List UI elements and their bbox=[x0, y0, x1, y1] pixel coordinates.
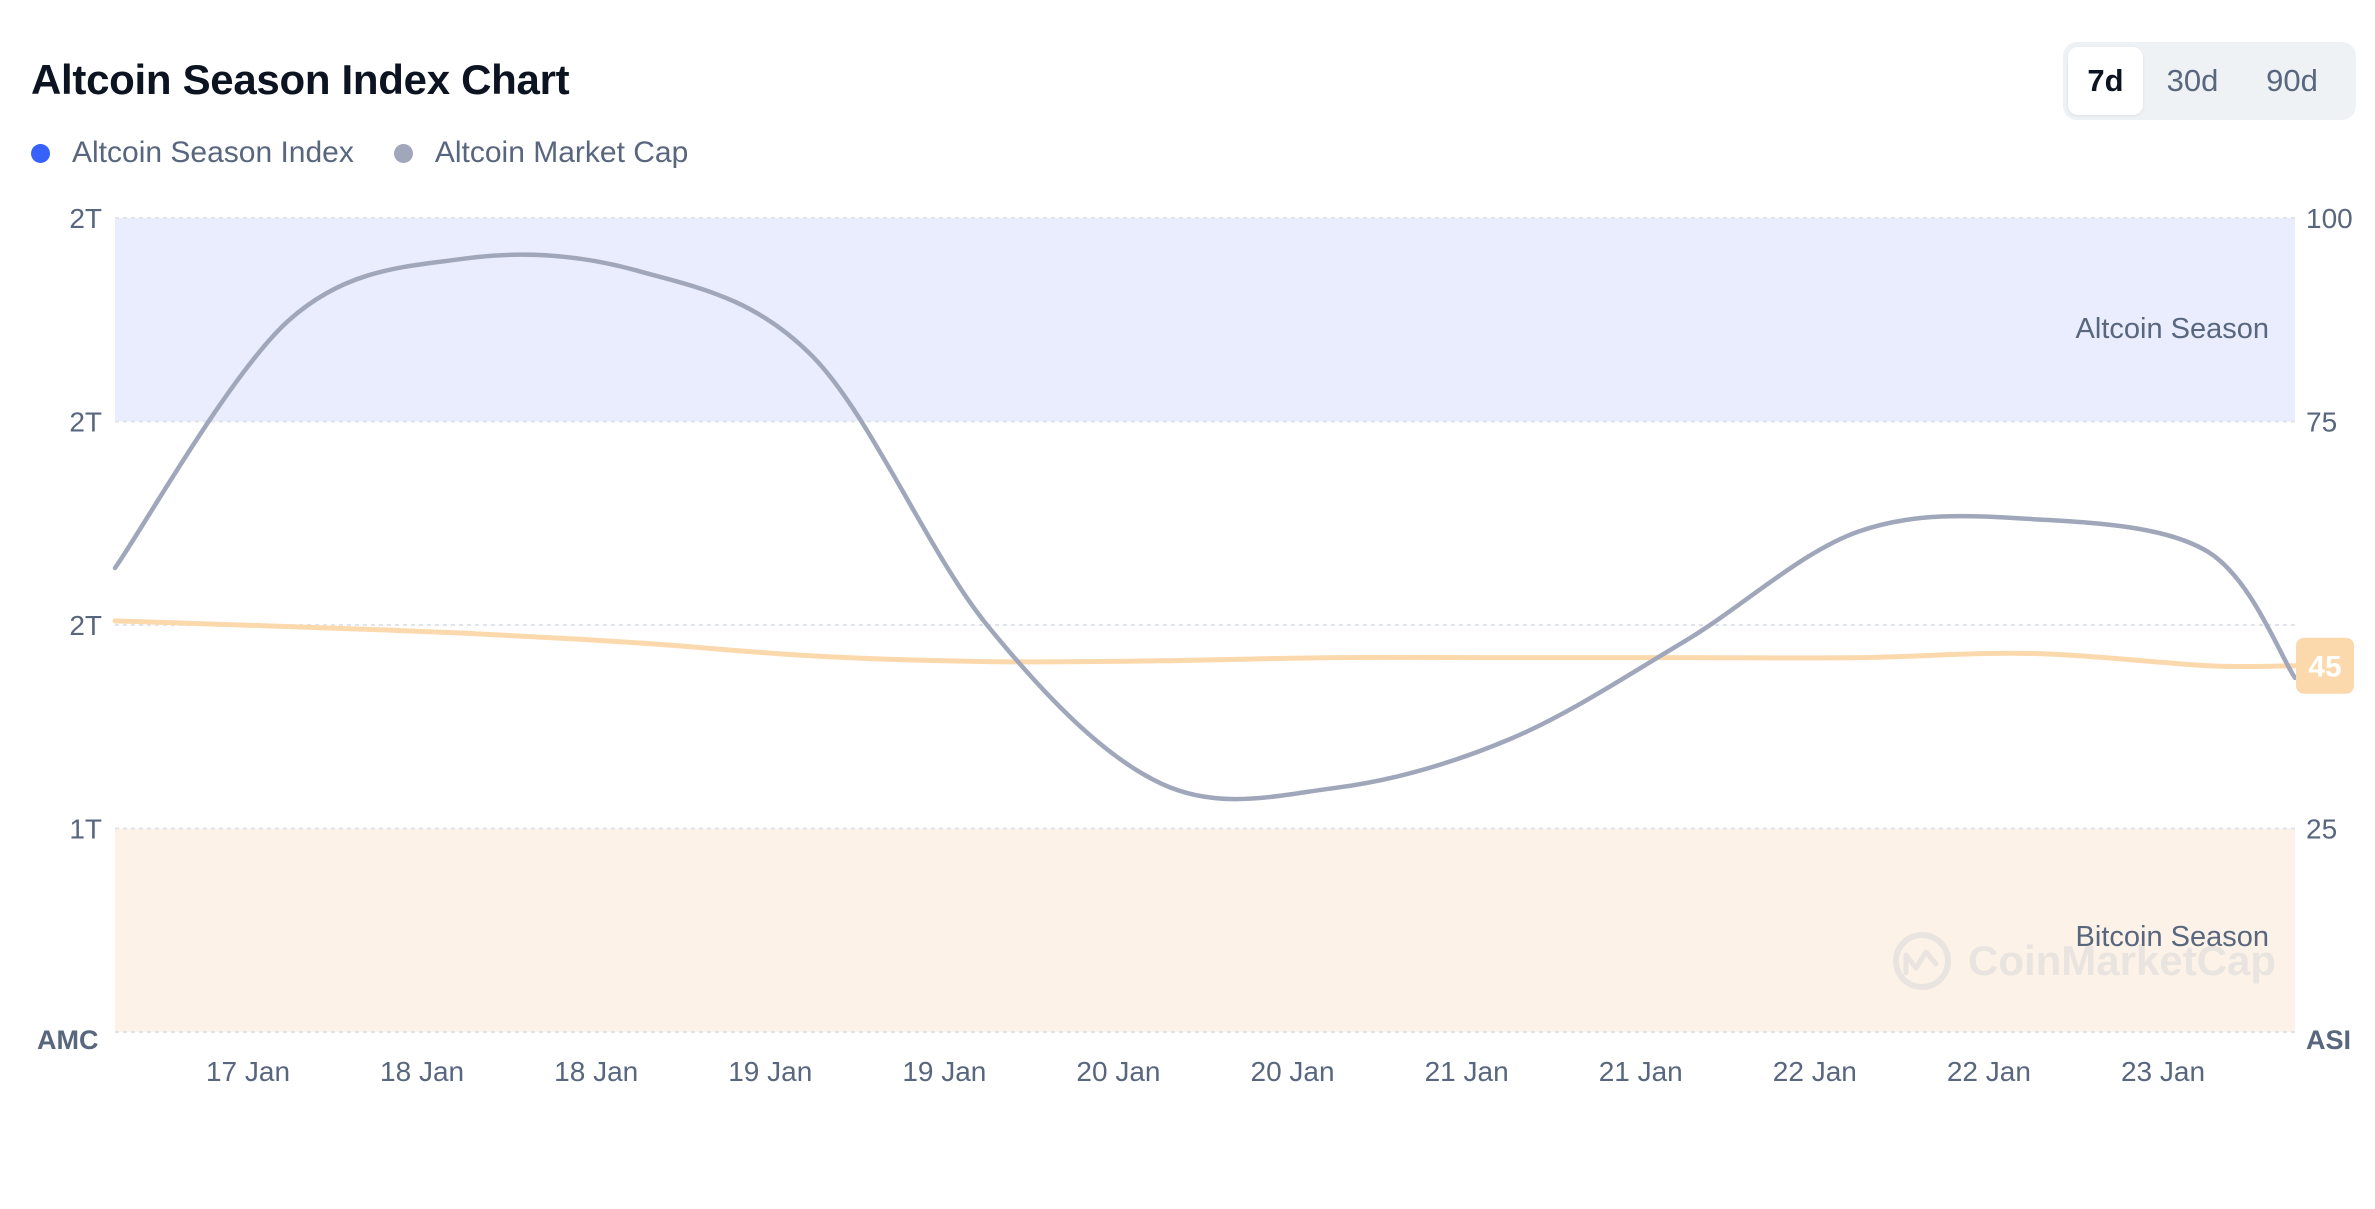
legend-label: Altcoin Season Index bbox=[72, 136, 354, 169]
coinmarketcap-logo-mark-icon bbox=[1903, 949, 1939, 976]
x-axis-tick-label: 20 Jan bbox=[1076, 1056, 1160, 1087]
legend-dot-icon bbox=[31, 143, 50, 163]
left-axis-tick-label: 1T bbox=[69, 814, 102, 845]
x-axis-tick-label: 19 Jan bbox=[902, 1056, 986, 1087]
legend-item-altcoin-market-cap[interactable]: Altcoin Market Cap bbox=[393, 136, 689, 170]
altcoin-market-cap-line bbox=[112, 252, 2298, 802]
altcoin-season-zone bbox=[115, 218, 2295, 422]
left-axis-tick-label: 2T bbox=[69, 407, 102, 438]
x-axis-tick-label: 19 Jan bbox=[728, 1056, 812, 1087]
bitcoin-season-label: Bitcoin Season bbox=[2076, 921, 2269, 953]
x-axis-tick-label: 17 Jan bbox=[206, 1056, 290, 1087]
x-axis-tick-label: 21 Jan bbox=[1599, 1056, 1683, 1087]
x-axis-tick-label: 21 Jan bbox=[1425, 1056, 1509, 1087]
left-axis-title: AMC bbox=[37, 1025, 99, 1055]
left-axis-tick-label: 2T bbox=[69, 203, 102, 234]
x-axis-tick-label: 23 Jan bbox=[2121, 1056, 2205, 1087]
x-axis-tick-label: 18 Jan bbox=[554, 1056, 638, 1087]
altcoin-season-label: Altcoin Season bbox=[2076, 313, 2269, 345]
coinmarketcap-logo-icon bbox=[1893, 932, 1951, 990]
left-axis-tick-label: 2T bbox=[69, 610, 102, 641]
last-value-badge bbox=[2296, 637, 2354, 694]
chart-title: Altcoin Season Index Chart bbox=[31, 56, 570, 103]
legend-item-altcoin-season-index[interactable]: Altcoin Season Index bbox=[31, 136, 354, 170]
x-axis-tick-label: 20 Jan bbox=[1251, 1056, 1335, 1087]
time-range-selector: 7d 30d 90d bbox=[2063, 42, 2356, 120]
right-axis-title: ASI bbox=[2306, 1025, 2351, 1055]
right-axis-tick-label: 100 bbox=[2306, 203, 2353, 234]
bitcoin-season-zone bbox=[115, 828, 2295, 1032]
altcoin-season-index-line bbox=[112, 618, 2298, 670]
chart-legend: Altcoin Season Index Altcoin Market Cap bbox=[31, 136, 728, 170]
coinmarketcap-watermark: CoinMarketCap bbox=[1893, 932, 2276, 990]
x-axis-tick-label: 22 Jan bbox=[1947, 1056, 2031, 1087]
right-axis-tick-label: 25 bbox=[2306, 814, 2337, 845]
range-30d-button[interactable]: 30d bbox=[2166, 63, 2219, 98]
x-axis-tick-label: 18 Jan bbox=[380, 1056, 464, 1087]
last-value-text: 45 bbox=[2308, 651, 2341, 684]
watermark-text: CoinMarketCap bbox=[1968, 937, 2276, 984]
legend-dot-icon bbox=[393, 143, 413, 163]
legend-label: Altcoin Market Cap bbox=[434, 136, 689, 169]
x-axis-tick-label: 22 Jan bbox=[1773, 1056, 1857, 1087]
range-90d-button[interactable]: 90d bbox=[2266, 63, 2318, 98]
right-axis-tick-label: 75 bbox=[2306, 407, 2337, 438]
range-7d-button[interactable]: 7d bbox=[2068, 47, 2143, 115]
